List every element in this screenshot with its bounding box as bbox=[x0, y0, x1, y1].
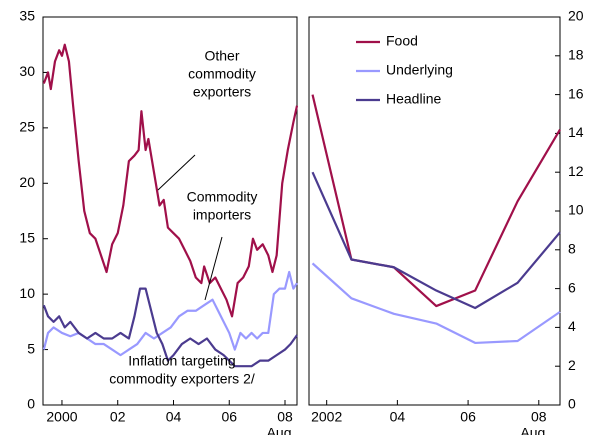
series-label: commodity exporters 2/ bbox=[109, 371, 255, 387]
y-tick-label: 14 bbox=[568, 124, 584, 140]
series-label: exporters bbox=[193, 84, 251, 100]
y-tick-label: 15 bbox=[19, 229, 35, 245]
y-tick-label: 20 bbox=[19, 174, 35, 190]
y-tick-label: 5 bbox=[27, 340, 35, 356]
y-tick-label: 18 bbox=[568, 47, 584, 63]
series-label: commodity bbox=[188, 66, 256, 82]
series-label: Other bbox=[204, 48, 239, 64]
y-tick-label: 0 bbox=[568, 396, 576, 412]
x-tick-label: 08 bbox=[277, 409, 293, 425]
x-note: Aug. bbox=[267, 425, 296, 435]
y-tick-label: 30 bbox=[19, 63, 35, 79]
legend-label: Food bbox=[386, 33, 418, 49]
legend-label: Underlying bbox=[386, 62, 453, 78]
x-tick-label: 06 bbox=[221, 409, 237, 425]
series-label: Commodity bbox=[187, 189, 258, 205]
y-tick-label: 16 bbox=[568, 85, 584, 101]
series-label: Inflation targeting bbox=[128, 353, 235, 369]
label-pointer bbox=[157, 154, 196, 191]
x-tick-label: 08 bbox=[531, 409, 547, 425]
line bbox=[42, 270, 298, 357]
x-tick-label: 04 bbox=[390, 409, 406, 425]
line bbox=[311, 262, 561, 345]
y-tick-label: 4 bbox=[568, 318, 576, 334]
x-tick-label: 02 bbox=[110, 409, 126, 425]
legend-label: Headline bbox=[386, 91, 441, 107]
y-tick-label: 35 bbox=[19, 8, 35, 24]
x-tick-label: 04 bbox=[166, 409, 182, 425]
line bbox=[311, 94, 561, 308]
line bbox=[42, 287, 298, 368]
line bbox=[42, 43, 299, 318]
x-tick-label: 2000 bbox=[46, 409, 77, 425]
line bbox=[311, 171, 561, 310]
y-tick-label: 10 bbox=[568, 202, 584, 218]
x-note: Aug. bbox=[520, 425, 549, 435]
label-pointer bbox=[204, 236, 223, 301]
y-tick-label: 25 bbox=[19, 119, 35, 135]
x-tick-label: 2002 bbox=[311, 409, 342, 425]
y-tick-label: 8 bbox=[568, 241, 576, 257]
y-tick-label: 12 bbox=[568, 163, 584, 179]
y-tick-label: 20 bbox=[568, 8, 584, 24]
x-tick-label: 06 bbox=[460, 409, 476, 425]
plot-frame bbox=[42, 16, 298, 406]
y-tick-label: 0 bbox=[27, 396, 35, 412]
y-tick-label: 2 bbox=[568, 357, 576, 373]
y-tick-label: 6 bbox=[568, 279, 576, 295]
series-label: importers bbox=[193, 207, 251, 223]
y-tick-label: 10 bbox=[19, 285, 35, 301]
